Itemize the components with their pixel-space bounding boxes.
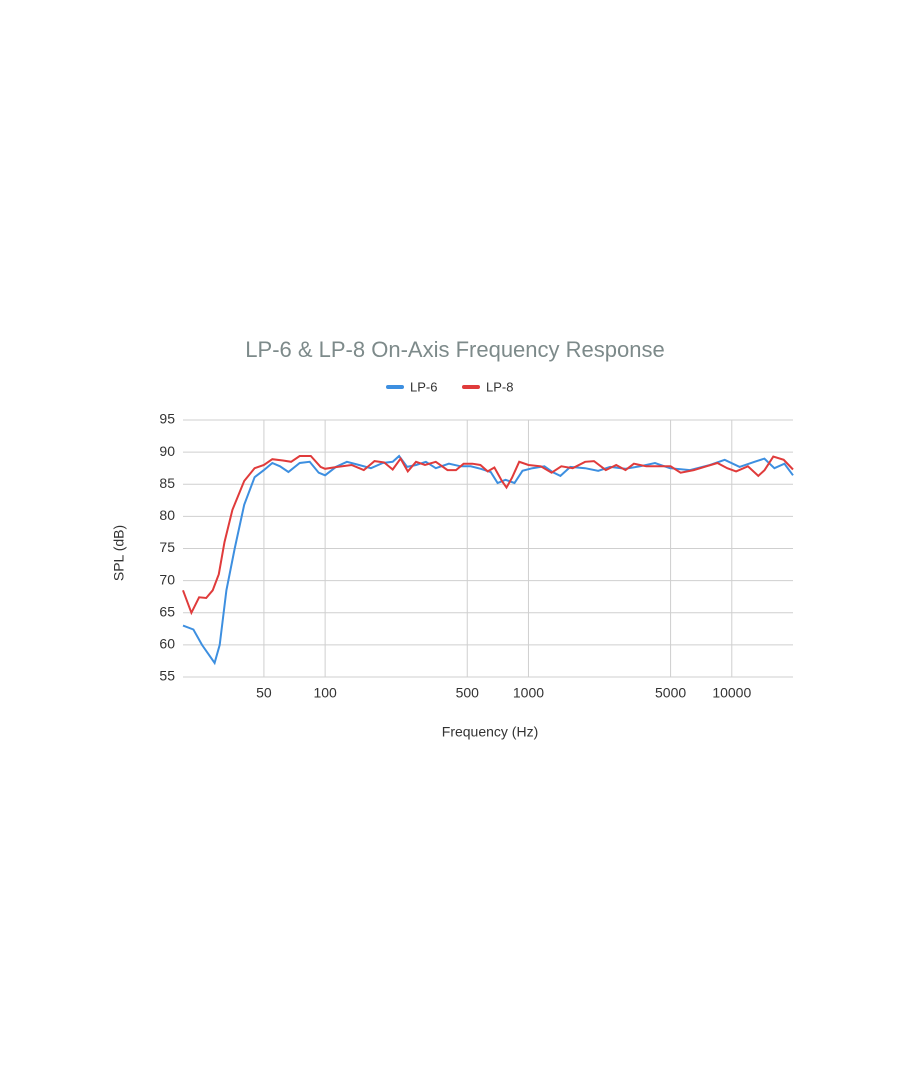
y-tick-label: 75 xyxy=(159,539,175,555)
x-axis-label: Frequency (Hz) xyxy=(442,724,538,740)
x-tick-label: 500 xyxy=(456,685,480,701)
y-tick-label: 85 xyxy=(159,475,175,491)
y-tick-label: 80 xyxy=(159,507,175,523)
chart-title: LP-6 & LP-8 On-Axis Frequency Response xyxy=(245,337,664,362)
y-tick-label: 60 xyxy=(159,636,175,652)
y-tick-label: 95 xyxy=(159,411,175,427)
x-tick-label: 5000 xyxy=(655,685,686,701)
series-line xyxy=(182,455,794,616)
y-tick-label: 90 xyxy=(159,443,175,459)
x-tick-label: 50 xyxy=(256,685,272,701)
legend-label: LP-8 xyxy=(486,379,513,394)
x-tick-label: 10000 xyxy=(712,685,751,701)
series-line xyxy=(182,454,794,666)
legend-label: LP-6 xyxy=(410,379,437,394)
x-tick-label: 1000 xyxy=(513,685,544,701)
y-tick-label: 70 xyxy=(159,571,175,587)
y-tick-label: 65 xyxy=(159,603,175,619)
y-axis-label: SPL (dB) xyxy=(111,525,127,581)
x-tick-label: 100 xyxy=(313,685,337,701)
y-tick-label: 55 xyxy=(159,668,175,684)
